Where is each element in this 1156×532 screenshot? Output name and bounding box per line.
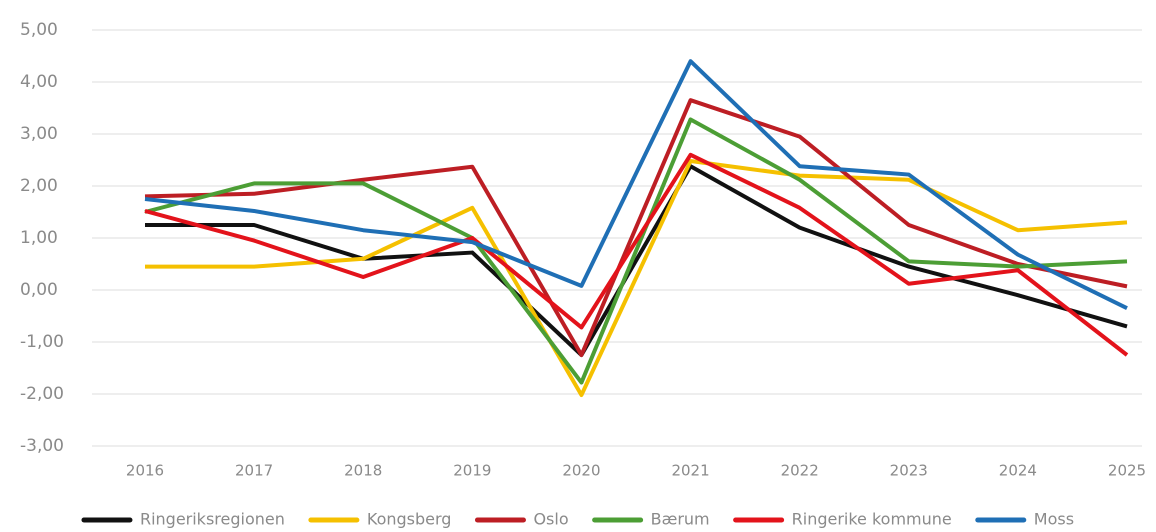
y-tick-label: 0,00 <box>20 280 58 300</box>
legend-label: Bærum <box>651 510 710 529</box>
x-tick-label: 2021 <box>671 462 709 480</box>
x-tick-label: 2018 <box>344 462 382 480</box>
series-line <box>145 159 1128 398</box>
series-line <box>144 59 1128 310</box>
series-line <box>144 117 1128 385</box>
y-tick-label: -2,00 <box>20 384 64 404</box>
y-tick-label: 4,00 <box>20 72 58 92</box>
y-tick-label: 3,00 <box>20 124 58 144</box>
y-tick-label: 1,00 <box>20 228 58 248</box>
y-tick-label: -3,00 <box>20 436 64 456</box>
series-line <box>144 152 1129 357</box>
legend-label: Oslo <box>533 510 568 529</box>
legend-label: Moss <box>1034 510 1074 529</box>
x-tick-label: 2024 <box>999 462 1037 480</box>
y-tick-label: 5,00 <box>20 20 58 40</box>
legend-label: Ringerike kommune <box>792 510 952 529</box>
legend-label: Ringeriksregionen <box>140 510 285 529</box>
y-tick-label: 2,00 <box>20 176 58 196</box>
legend-label: Kongsberg <box>367 510 452 529</box>
x-tick-label: 2020 <box>562 462 600 480</box>
x-tick-label: 2025 <box>1108 462 1146 480</box>
x-tick-label: 2017 <box>235 462 273 480</box>
x-tick-label: 2023 <box>890 462 928 480</box>
x-tick-label: 2019 <box>453 462 491 480</box>
series-line <box>145 164 1128 357</box>
x-tick-label: 2022 <box>781 462 819 480</box>
x-tick-label: 2016 <box>126 462 164 480</box>
series-line <box>144 98 1128 357</box>
y-tick-label: -1,00 <box>20 332 64 352</box>
